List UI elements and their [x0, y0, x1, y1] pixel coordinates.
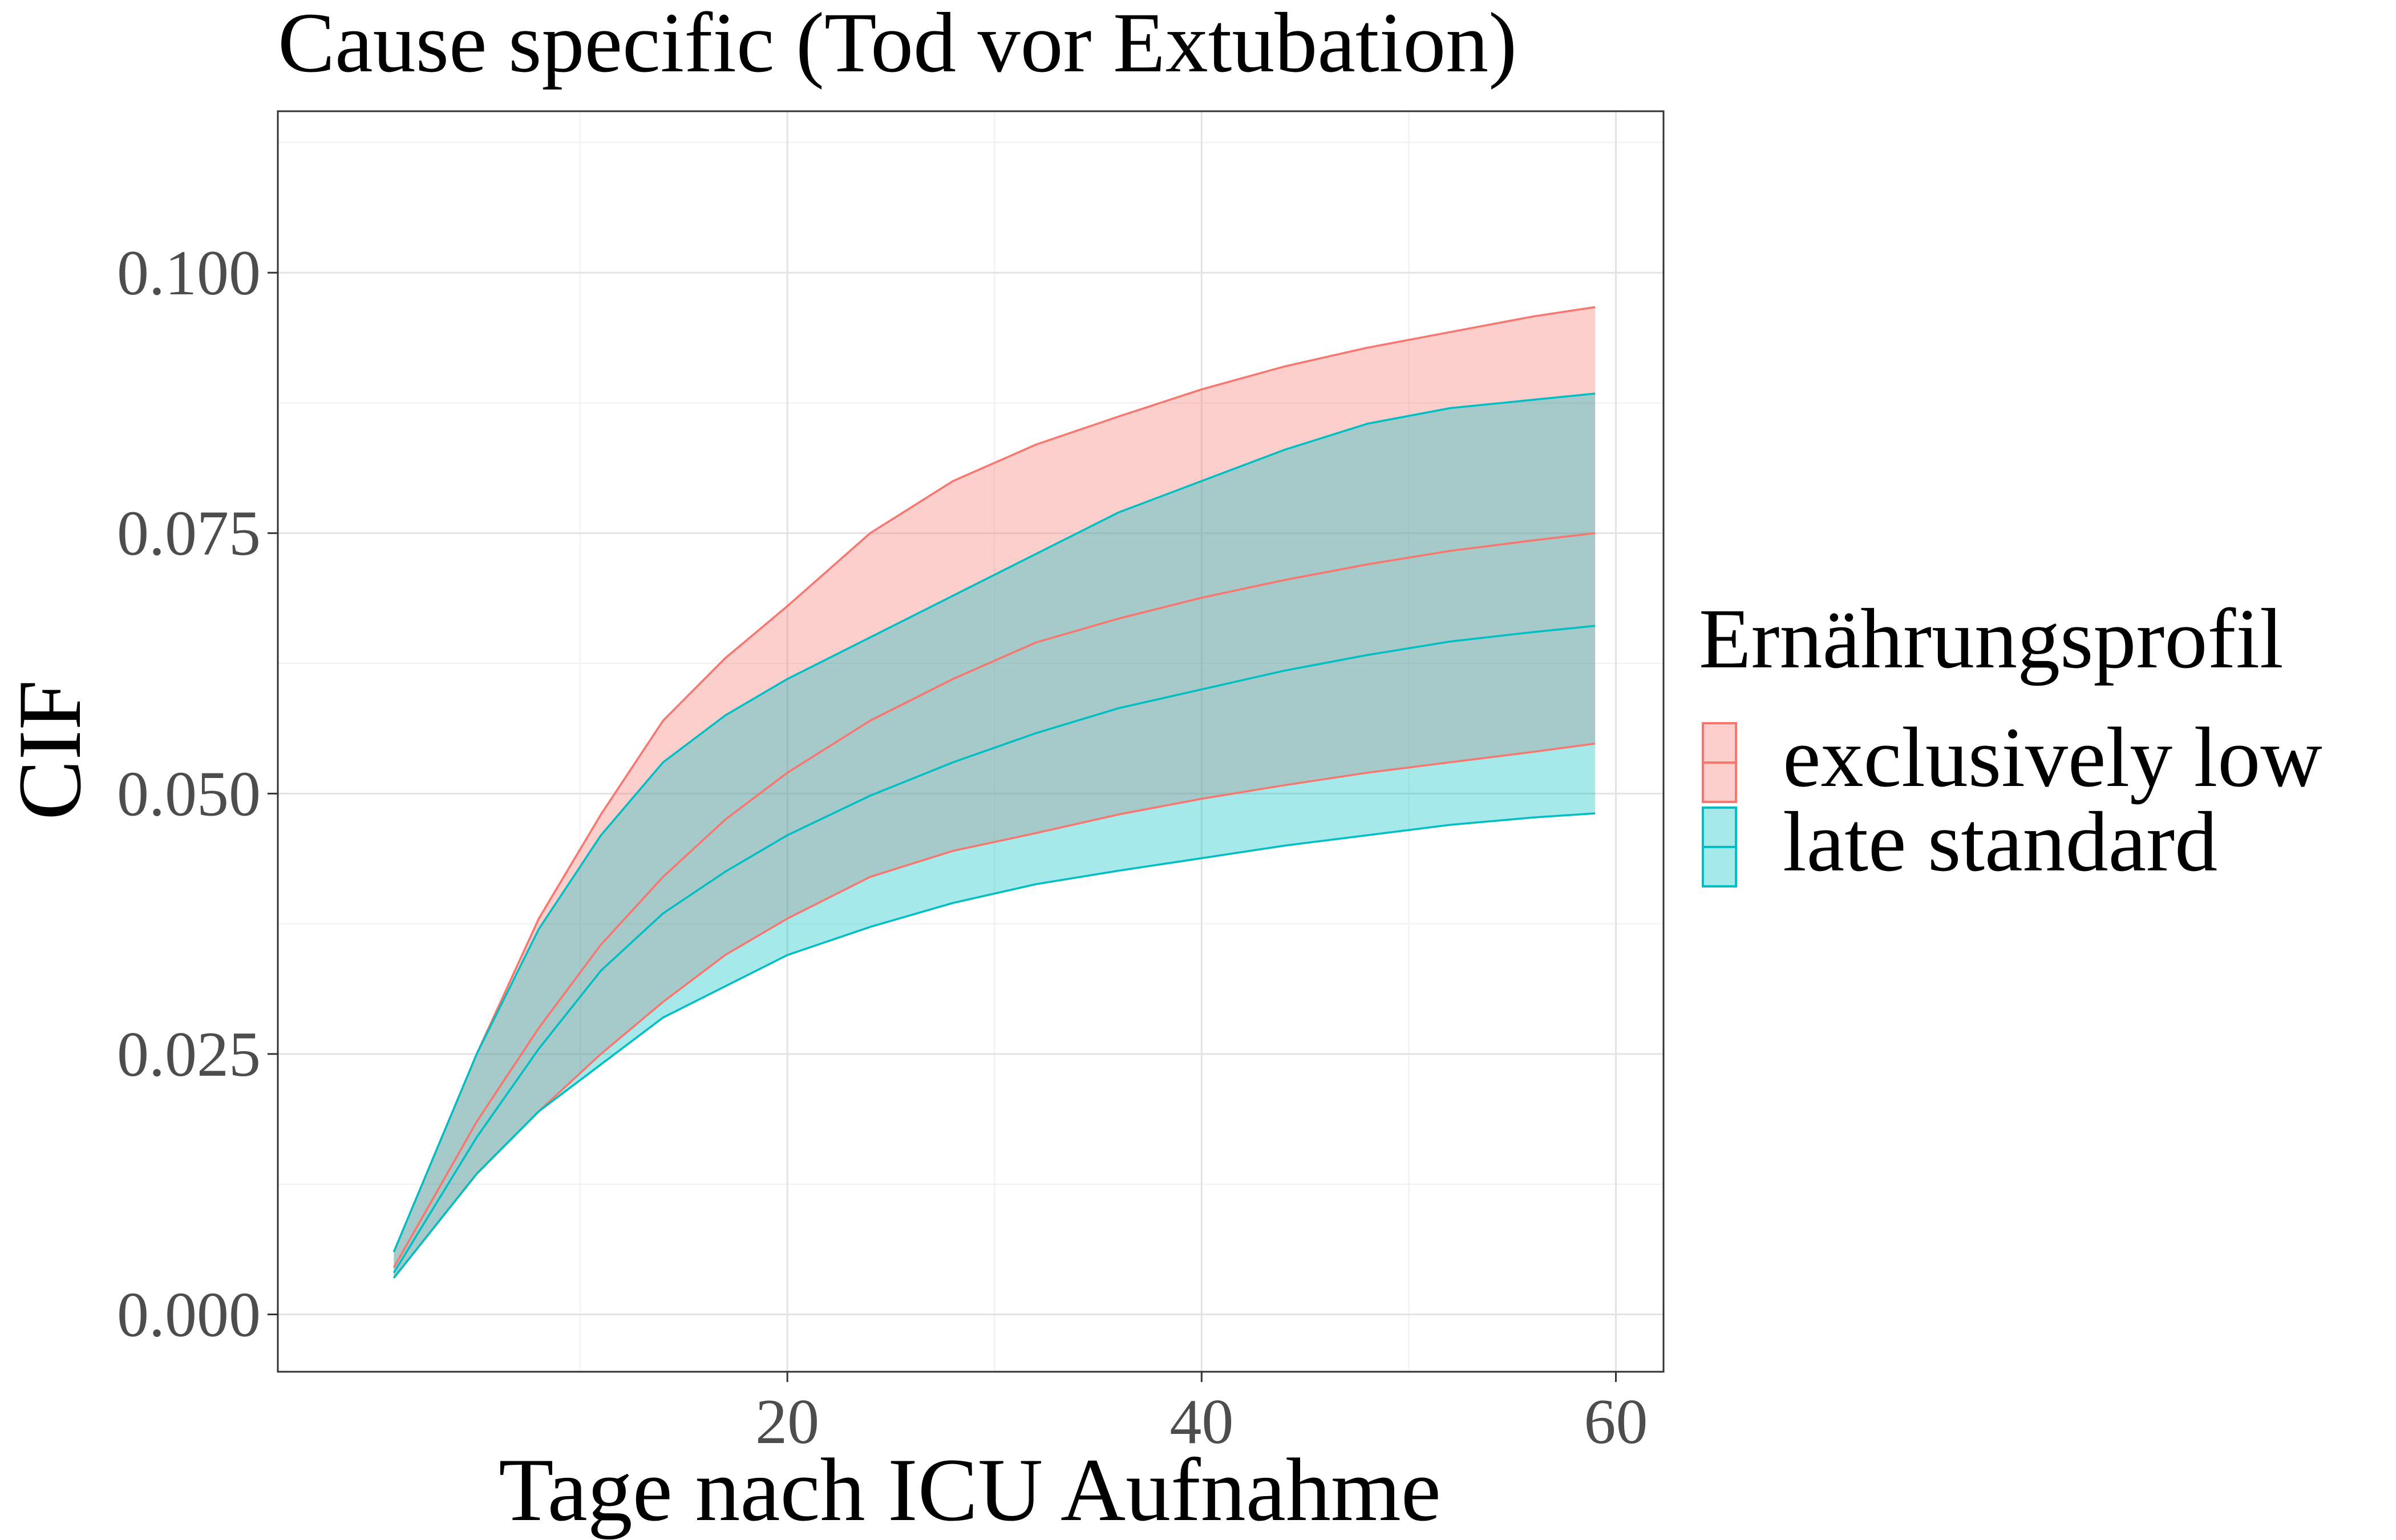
y-axis-label: CIF: [0, 680, 100, 820]
y-tick-label: 0.100: [117, 238, 261, 309]
legend-title: Ernährungsprofil: [1699, 591, 2284, 686]
x-tick-label: 40: [1169, 1387, 1233, 1457]
legend-label-0: exclusively low: [1783, 710, 2322, 805]
series-line-0-estimate: [392, 532, 1596, 1269]
series-line-1-estimate: [392, 625, 1596, 1274]
grid-major: [278, 111, 1664, 1372]
y-tick-label: 0.025: [117, 1019, 261, 1090]
y-axis: 0.000 0.025 0.050 0.075 0.100: [117, 238, 278, 1351]
series-line-1-lower: [392, 812, 1596, 1279]
y-tick-label: 0.075: [117, 499, 261, 569]
series-lines: [392, 306, 1596, 1279]
series-line-1-upper: [392, 392, 1596, 1253]
series-line-0-lower: [392, 742, 1596, 1279]
legend-label-1: late standard: [1783, 795, 2217, 889]
band-1: [394, 394, 1596, 1278]
x-tick-label: 60: [1584, 1387, 1648, 1457]
chart-title: Cause specific (Tod vor Extubation): [278, 0, 1517, 90]
confidence-bands: [394, 307, 1596, 1278]
grid-minor: [278, 111, 1664, 1372]
x-axis: 20 40 60: [755, 1372, 1648, 1457]
x-axis-label: Tage nach ICU Aufnahme: [499, 1440, 1441, 1540]
y-tick-label: 0.050: [117, 759, 261, 829]
series-line-0-upper: [392, 306, 1596, 1253]
y-tick-label: 0.000: [117, 1280, 261, 1351]
panel-border: [277, 110, 1665, 1373]
band-0: [394, 307, 1596, 1278]
x-tick-label: 20: [755, 1387, 819, 1457]
